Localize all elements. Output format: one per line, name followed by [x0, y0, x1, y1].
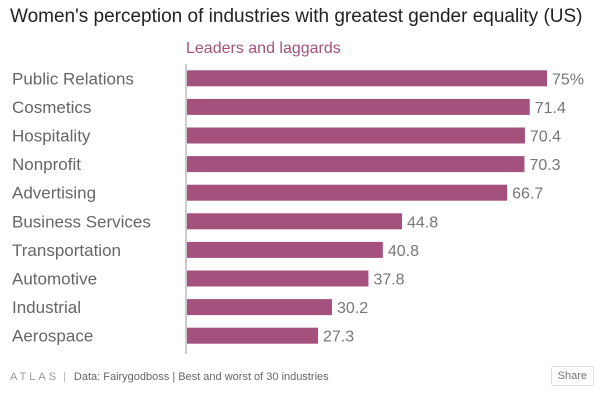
category-label: Transportation — [12, 241, 121, 260]
footer-separator: | — [63, 371, 66, 383]
bar[interactable] — [187, 127, 525, 144]
category-label: Industrial — [12, 298, 81, 317]
value-label: 71.4 — [535, 100, 566, 117]
chart-subtitle: Leaders and laggards — [186, 40, 341, 57]
footer: ATLAS | Data: Fairygodboss | Best and wo… — [10, 371, 329, 383]
bar[interactable] — [187, 299, 332, 316]
value-label: 70.3 — [529, 157, 560, 174]
bar[interactable] — [187, 327, 319, 344]
bar[interactable] — [187, 213, 403, 230]
bar[interactable] — [187, 98, 530, 115]
category-label: Business Services — [12, 212, 151, 231]
category-label: Cosmetics — [12, 98, 91, 117]
category-label: Hospitality — [12, 127, 91, 146]
value-label: 66.7 — [512, 186, 543, 203]
bar[interactable] — [187, 70, 547, 87]
atlas-logo[interactable]: ATLAS — [10, 371, 60, 383]
value-label: 40.8 — [388, 243, 419, 260]
value-label: 44.8 — [407, 214, 438, 231]
bar[interactable] — [187, 270, 369, 287]
chart-title: Women's perception of industries with gr… — [10, 6, 583, 27]
value-label: 70.4 — [530, 129, 561, 146]
value-label: 27.3 — [323, 329, 354, 346]
bar[interactable] — [187, 241, 383, 258]
value-label: 75% — [552, 71, 584, 88]
value-label: 30.2 — [337, 300, 368, 317]
bar[interactable] — [187, 184, 508, 201]
category-label: Automotive — [12, 270, 97, 289]
bar[interactable] — [187, 156, 525, 173]
category-label: Public Relations — [12, 69, 134, 88]
value-label: 37.8 — [373, 272, 404, 289]
category-label: Nonprofit — [12, 155, 81, 174]
source-note: Data: Fairygodboss | Best and worst of 3… — [73, 371, 329, 383]
category-label: Aerospace — [12, 327, 93, 346]
category-label: Advertising — [12, 184, 96, 203]
bar-chart: Public Relations 75% Cosmetics 71.4 Hospital… — [12, 64, 584, 354]
share-button[interactable]: Share — [550, 366, 594, 386]
